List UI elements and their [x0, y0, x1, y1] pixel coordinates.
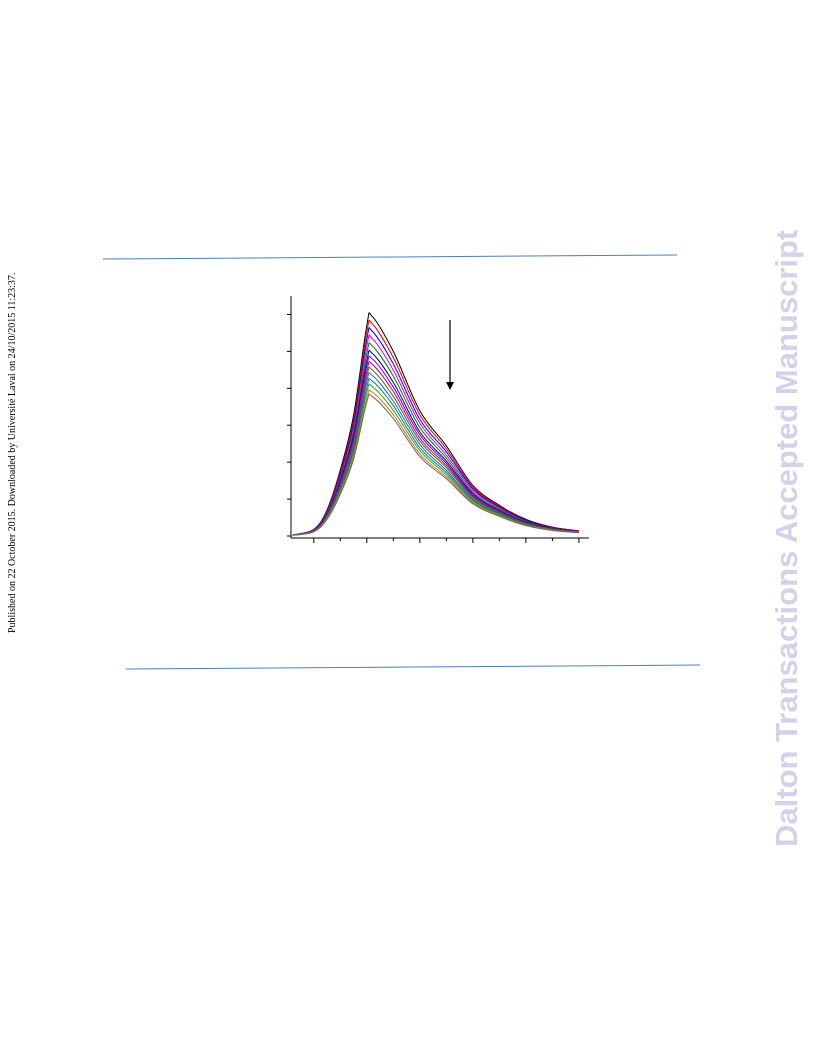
rule	[102, 254, 678, 260]
spectrum-line	[292, 372, 579, 536]
watermark: Dalton Transactions Accepted Manuscript	[769, 230, 804, 847]
spectrum-line	[292, 383, 579, 536]
rule	[125, 664, 701, 670]
spectrum-line	[292, 366, 579, 536]
spectrum-line	[292, 327, 579, 536]
side-note: Published on 22 October 2015. Downloaded…	[7, 273, 18, 633]
spectrum-line	[292, 389, 579, 536]
spectrum-line	[292, 361, 579, 536]
spectrum-line	[292, 342, 579, 536]
spectrum-line	[292, 355, 579, 536]
chart	[287, 296, 589, 543]
spectrum-line	[292, 393, 579, 536]
arrow-head	[446, 382, 454, 390]
spectrum-line	[292, 377, 579, 536]
